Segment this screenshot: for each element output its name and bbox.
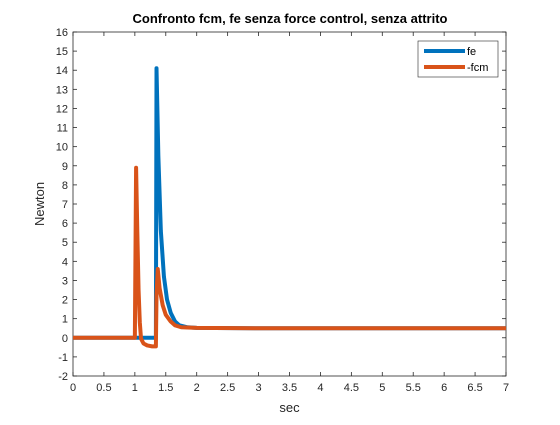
- x-tick-label: 3.5: [282, 382, 297, 394]
- y-axis-label: Newton: [32, 182, 47, 226]
- x-tick-label: 4.5: [344, 382, 359, 394]
- y-tick-label: 16: [56, 27, 68, 39]
- y-tick-label: -2: [58, 371, 68, 383]
- y-tick-label: 12: [56, 103, 68, 115]
- y-tick-label: -1: [58, 352, 68, 364]
- y-tick-label: 3: [62, 275, 68, 287]
- x-ticks: 0 0.5 1 1.5 2 2.5 3 3.5 4 4.5 5 5.5 6 6.5 7: [70, 32, 509, 394]
- x-tick-label: 5: [379, 382, 385, 394]
- x-tick-label: 2.5: [220, 382, 235, 394]
- y-tick-label: 1: [62, 314, 68, 326]
- series-line-fcm: [73, 165, 506, 349]
- y-tick-label: 5: [62, 237, 68, 249]
- x-tick-label: 6.5: [467, 382, 482, 394]
- x-tick-label: 0.5: [96, 382, 111, 394]
- y-tick-label: 8: [62, 180, 68, 192]
- y-tick-label: 2: [62, 295, 68, 307]
- y-tick-label: 9: [62, 161, 68, 173]
- series-lines: [73, 66, 506, 349]
- x-tick-label: 5.5: [406, 382, 421, 394]
- y-tick-label: 6: [62, 218, 68, 230]
- x-tick-label: 6: [441, 382, 447, 394]
- chart-title: Confronto fcm, fe senza force control, s…: [133, 11, 448, 26]
- x-tick-label: 1: [132, 382, 138, 394]
- plot-area: 0 0.5 1 1.5 2 2.5 3 3.5 4 4.5 5 5.5 6 6.5 7 -2-1012345…: [56, 27, 509, 394]
- y-tick-label: 4: [62, 256, 68, 268]
- legend-box: [417, 40, 499, 78]
- x-tick-label: 2: [194, 382, 200, 394]
- legend-label-fe: fe: [467, 46, 476, 58]
- plot-box: [72, 31, 507, 377]
- x-tick-label: 3: [256, 382, 262, 394]
- x-tick-label: 4: [317, 382, 323, 394]
- y-tick-label: 10: [56, 142, 68, 154]
- legend: fe -fcm: [417, 40, 499, 78]
- x-tick-label: 0: [70, 382, 76, 394]
- x-tick-label: 7: [503, 382, 509, 394]
- y-tick-label: 15: [56, 46, 68, 58]
- y-tick-label: 14: [56, 65, 68, 77]
- y-tick-label: 7: [62, 199, 68, 211]
- y-tick-label: 13: [56, 84, 68, 96]
- x-axis-label: sec: [279, 400, 300, 415]
- y-tick-label: 0: [62, 333, 68, 345]
- y-tick-label: 11: [57, 123, 68, 135]
- x-tick-label: 1.5: [158, 382, 173, 394]
- legend-label-fcm: -fcm: [467, 62, 488, 74]
